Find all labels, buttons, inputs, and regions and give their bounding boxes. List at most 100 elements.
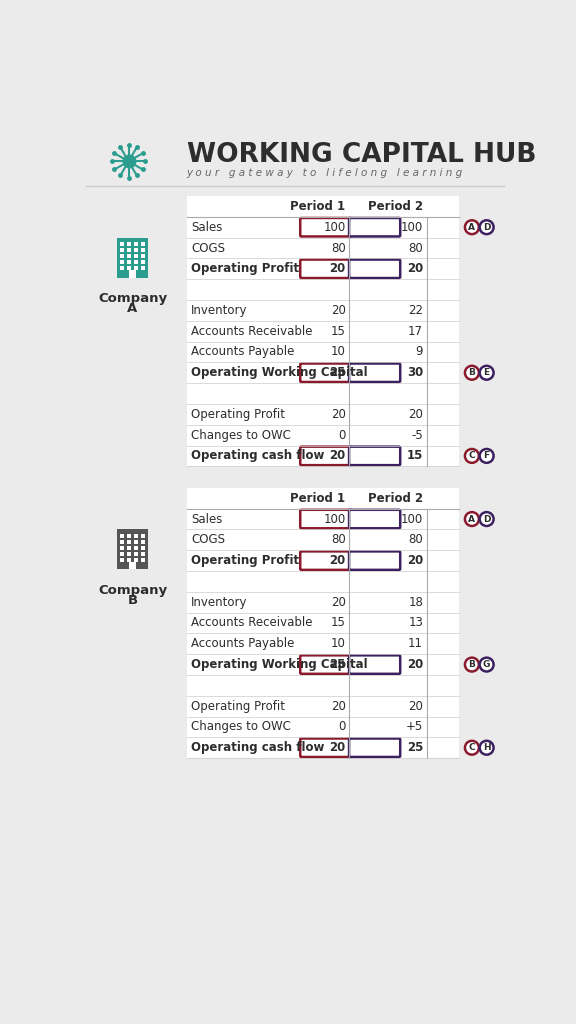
Text: D: D [483, 222, 490, 231]
FancyBboxPatch shape [300, 364, 351, 382]
Circle shape [465, 657, 479, 672]
FancyBboxPatch shape [120, 243, 124, 246]
Text: COGS: COGS [191, 242, 225, 255]
Text: A: A [468, 222, 475, 231]
Text: 20: 20 [331, 408, 346, 421]
Text: Operating cash flow: Operating cash flow [191, 450, 325, 463]
FancyBboxPatch shape [120, 535, 124, 538]
Text: 100: 100 [323, 221, 346, 233]
FancyBboxPatch shape [141, 546, 145, 550]
Text: H: H [483, 743, 490, 753]
Text: 0: 0 [338, 721, 346, 733]
Text: 0: 0 [338, 429, 346, 441]
FancyBboxPatch shape [141, 243, 145, 246]
Text: 80: 80 [408, 534, 423, 547]
Text: 20: 20 [329, 450, 346, 463]
Text: G: G [483, 660, 490, 669]
Text: 100: 100 [401, 513, 423, 525]
FancyBboxPatch shape [300, 218, 351, 237]
Circle shape [480, 512, 494, 526]
Text: 20: 20 [408, 699, 423, 713]
Text: COGS: COGS [191, 534, 225, 547]
FancyBboxPatch shape [187, 487, 460, 758]
Text: Company: Company [98, 584, 167, 597]
Text: Accounts Payable: Accounts Payable [191, 637, 295, 650]
Text: 22: 22 [408, 304, 423, 316]
Text: 9: 9 [415, 345, 423, 358]
FancyBboxPatch shape [141, 552, 145, 556]
FancyBboxPatch shape [120, 254, 124, 258]
Text: Operating Working Capital: Operating Working Capital [191, 658, 368, 671]
FancyBboxPatch shape [141, 558, 145, 562]
Text: 25: 25 [329, 658, 346, 671]
FancyBboxPatch shape [300, 259, 351, 279]
Text: B: B [127, 594, 138, 607]
Text: 100: 100 [401, 221, 423, 233]
FancyBboxPatch shape [120, 248, 124, 252]
Text: 100: 100 [323, 513, 346, 525]
Text: 20: 20 [331, 596, 346, 608]
Text: E: E [484, 369, 490, 377]
Text: Period 1: Period 1 [290, 492, 346, 505]
Circle shape [465, 220, 479, 234]
Text: C: C [469, 452, 475, 461]
Text: 20: 20 [407, 554, 423, 567]
Text: 11: 11 [408, 637, 423, 650]
FancyBboxPatch shape [349, 218, 400, 237]
FancyBboxPatch shape [129, 562, 136, 569]
FancyBboxPatch shape [141, 260, 145, 264]
FancyBboxPatch shape [134, 535, 138, 538]
Circle shape [480, 740, 494, 755]
Text: Changes to OWC: Changes to OWC [191, 721, 291, 733]
FancyBboxPatch shape [127, 540, 131, 544]
Text: 20: 20 [331, 304, 346, 316]
FancyBboxPatch shape [127, 546, 131, 550]
Text: Inventory: Inventory [191, 304, 248, 316]
FancyBboxPatch shape [134, 552, 138, 556]
FancyBboxPatch shape [349, 446, 400, 465]
FancyBboxPatch shape [120, 552, 124, 556]
Text: Accounts Receivable: Accounts Receivable [191, 616, 313, 630]
Text: A: A [468, 514, 475, 523]
FancyBboxPatch shape [120, 266, 124, 270]
FancyBboxPatch shape [300, 551, 351, 570]
Text: F: F [484, 452, 490, 461]
Text: Company: Company [98, 292, 167, 305]
FancyBboxPatch shape [127, 552, 131, 556]
FancyBboxPatch shape [120, 558, 124, 562]
FancyBboxPatch shape [117, 238, 148, 278]
FancyBboxPatch shape [134, 254, 138, 258]
Circle shape [480, 449, 494, 463]
FancyBboxPatch shape [127, 260, 131, 264]
FancyBboxPatch shape [300, 510, 351, 528]
FancyBboxPatch shape [141, 266, 145, 270]
Text: C: C [469, 743, 475, 753]
Circle shape [465, 512, 479, 526]
Text: Operating Profit: Operating Profit [191, 554, 300, 567]
Text: 20: 20 [331, 699, 346, 713]
FancyBboxPatch shape [129, 270, 136, 278]
Text: 20: 20 [408, 408, 423, 421]
FancyBboxPatch shape [134, 540, 138, 544]
FancyBboxPatch shape [134, 260, 138, 264]
Text: 20: 20 [329, 554, 346, 567]
Text: A: A [127, 302, 138, 315]
Text: 25: 25 [329, 367, 346, 379]
FancyBboxPatch shape [300, 655, 351, 674]
FancyBboxPatch shape [127, 558, 131, 562]
Text: Accounts Receivable: Accounts Receivable [191, 325, 313, 338]
Text: Accounts Payable: Accounts Payable [191, 345, 295, 358]
Text: B: B [468, 369, 475, 377]
FancyBboxPatch shape [349, 364, 400, 382]
Text: Operating Profit: Operating Profit [191, 262, 300, 275]
FancyBboxPatch shape [349, 259, 400, 279]
Text: WORKING CAPITAL HUB: WORKING CAPITAL HUB [187, 142, 536, 168]
Text: Sales: Sales [191, 221, 223, 233]
FancyBboxPatch shape [120, 260, 124, 264]
Circle shape [465, 366, 479, 380]
FancyBboxPatch shape [187, 196, 460, 466]
FancyBboxPatch shape [127, 248, 131, 252]
FancyBboxPatch shape [141, 254, 145, 258]
Text: 80: 80 [331, 242, 346, 255]
Circle shape [465, 449, 479, 463]
